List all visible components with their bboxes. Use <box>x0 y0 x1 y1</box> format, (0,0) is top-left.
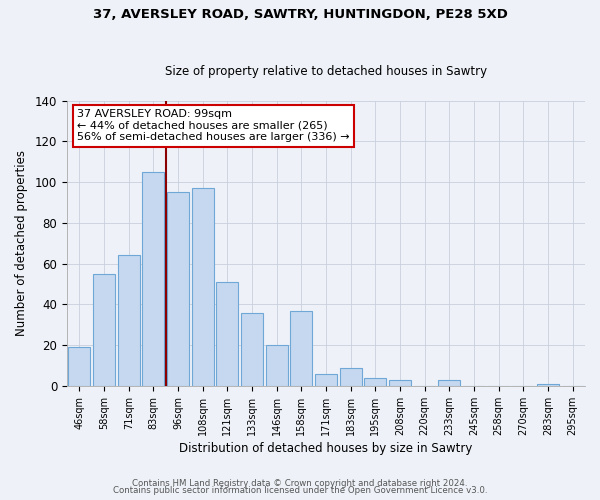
Bar <box>290 310 313 386</box>
Text: Contains HM Land Registry data © Crown copyright and database right 2024.: Contains HM Land Registry data © Crown c… <box>132 478 468 488</box>
Bar <box>438 380 460 386</box>
Bar <box>93 274 115 386</box>
Text: 37 AVERSLEY ROAD: 99sqm
← 44% of detached houses are smaller (265)
56% of semi-d: 37 AVERSLEY ROAD: 99sqm ← 44% of detache… <box>77 109 350 142</box>
Bar <box>537 384 559 386</box>
Bar <box>241 312 263 386</box>
Title: Size of property relative to detached houses in Sawtry: Size of property relative to detached ho… <box>165 66 487 78</box>
Text: 37, AVERSLEY ROAD, SAWTRY, HUNTINGDON, PE28 5XD: 37, AVERSLEY ROAD, SAWTRY, HUNTINGDON, P… <box>92 8 508 20</box>
Y-axis label: Number of detached properties: Number of detached properties <box>15 150 28 336</box>
Bar <box>364 378 386 386</box>
Bar <box>191 188 214 386</box>
Bar <box>340 368 362 386</box>
Bar <box>118 256 140 386</box>
Bar <box>315 374 337 386</box>
Bar <box>167 192 189 386</box>
Bar <box>142 172 164 386</box>
X-axis label: Distribution of detached houses by size in Sawtry: Distribution of detached houses by size … <box>179 442 473 455</box>
Bar <box>216 282 238 386</box>
Text: Contains public sector information licensed under the Open Government Licence v3: Contains public sector information licen… <box>113 486 487 495</box>
Bar <box>68 347 91 386</box>
Bar <box>389 380 411 386</box>
Bar <box>266 345 288 386</box>
